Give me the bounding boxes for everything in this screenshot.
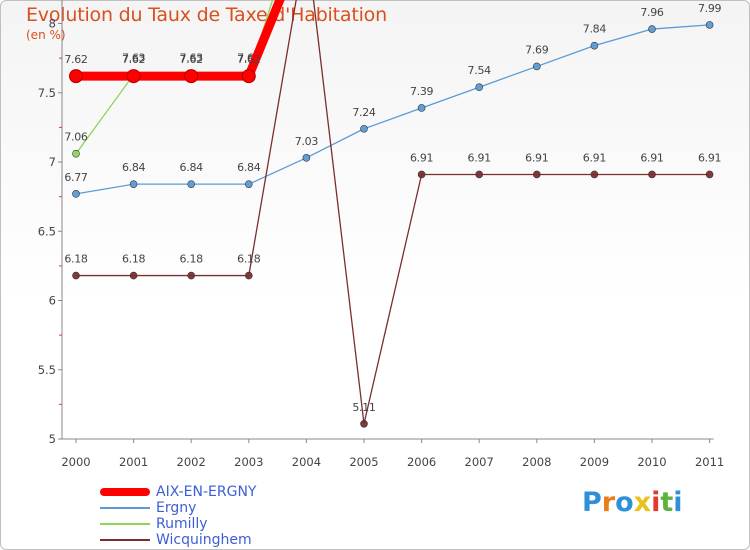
data-point bbox=[302, 154, 311, 162]
data-label: 6.18 bbox=[64, 253, 88, 266]
data-point bbox=[72, 271, 80, 280]
data-point bbox=[69, 69, 83, 84]
data-label: 7.96 bbox=[640, 6, 664, 19]
x-tick-label: 2010 bbox=[637, 455, 666, 469]
data-label: 6.18 bbox=[122, 253, 146, 266]
series-line-wicquinghem bbox=[76, 0, 710, 424]
y-tick-label: 7.5 bbox=[38, 86, 56, 100]
data-point bbox=[72, 190, 80, 198]
x-tick-label: 2000 bbox=[61, 455, 90, 469]
x-tick-label: 2005 bbox=[349, 455, 378, 469]
data-point bbox=[590, 170, 599, 179]
data-label: 5.11 bbox=[352, 401, 375, 414]
data-point bbox=[475, 83, 484, 92]
data-label: 6.18 bbox=[237, 253, 261, 266]
x-tick-label: 2004 bbox=[292, 455, 321, 469]
data-point bbox=[245, 180, 253, 188]
data-label: 6.91 bbox=[468, 151, 491, 164]
data-point bbox=[360, 419, 368, 428]
proxiti-logo: Proxiti bbox=[582, 487, 683, 518]
legend-label: AIX-EN-ERGNY bbox=[156, 484, 257, 500]
legend-swatch bbox=[100, 507, 150, 509]
series-line-ergny bbox=[75, 24, 710, 195]
y-tick-label: 5 bbox=[49, 432, 56, 446]
data-label: 6.84 bbox=[237, 161, 261, 174]
data-point bbox=[360, 124, 368, 133]
chart-subtitle: (en %) bbox=[26, 28, 66, 42]
data-point bbox=[417, 170, 426, 179]
y-tick-label: 6.5 bbox=[38, 224, 56, 238]
data-label: 6.91 bbox=[698, 151, 721, 164]
y-tick-label: 6 bbox=[49, 294, 56, 308]
data-label: 6.91 bbox=[640, 151, 663, 164]
data-label: 7.54 bbox=[468, 64, 492, 77]
data-label: 6.84 bbox=[180, 161, 204, 174]
x-tick-label: 2003 bbox=[234, 455, 263, 469]
data-label: 7.84 bbox=[583, 23, 607, 36]
data-point bbox=[241, 69, 256, 84]
data-point bbox=[129, 271, 138, 280]
data-point bbox=[187, 271, 195, 280]
data-label: 7.99 bbox=[698, 2, 722, 15]
data-label: 7.24 bbox=[352, 106, 376, 119]
data-label: 7.69 bbox=[525, 43, 549, 56]
data-point bbox=[184, 69, 199, 84]
x-tick-label: 2009 bbox=[580, 455, 609, 469]
logo-letter: P bbox=[582, 487, 602, 518]
data-label: 6.84 bbox=[122, 161, 146, 174]
data-point bbox=[590, 41, 599, 50]
legend-label: Wicquinghem bbox=[156, 532, 252, 548]
data-point bbox=[532, 170, 541, 179]
y-tick-label: 5.5 bbox=[38, 363, 56, 377]
data-label: 6.91 bbox=[525, 151, 548, 164]
data-label: 7.62 bbox=[64, 53, 87, 66]
data-point bbox=[648, 170, 656, 179]
legend-swatch bbox=[100, 539, 150, 541]
data-label: 7.06 bbox=[64, 131, 88, 144]
data-point bbox=[126, 69, 141, 84]
data-point bbox=[417, 104, 426, 112]
data-label: 6.91 bbox=[410, 151, 433, 164]
data-label: 7.62 bbox=[122, 53, 145, 66]
x-tick-label: 2001 bbox=[119, 455, 148, 469]
x-tick-label: 2002 bbox=[177, 455, 206, 469]
logo-letter: i bbox=[651, 487, 661, 518]
data-label: 6.18 bbox=[180, 253, 204, 266]
x-tick-label: 2007 bbox=[465, 455, 494, 469]
logo-letter: i bbox=[673, 487, 683, 518]
logo-letter: o bbox=[615, 487, 634, 518]
data-point bbox=[187, 180, 195, 188]
data-point bbox=[648, 25, 656, 33]
legend-label: Rumilly bbox=[156, 516, 208, 532]
data-label: 6.91 bbox=[583, 151, 606, 164]
data-point bbox=[532, 62, 541, 71]
data-point bbox=[475, 170, 484, 179]
y-tick-label: 8 bbox=[49, 17, 56, 31]
data-label: 7.03 bbox=[295, 135, 319, 148]
data-point bbox=[72, 149, 80, 158]
legend-swatch bbox=[100, 488, 150, 496]
chart-title: Evolution du Taux de Taxe d'Habitation bbox=[26, 4, 387, 26]
data-point bbox=[705, 170, 714, 179]
data-point bbox=[705, 21, 714, 29]
data-label: 6.77 bbox=[64, 171, 88, 184]
series-line-aix-en-ergny bbox=[71, 0, 285, 81]
data-point bbox=[245, 271, 253, 280]
data-label: 7.63 bbox=[122, 52, 146, 65]
data-label: 7.63 bbox=[180, 52, 204, 65]
legend-label: Ergny bbox=[156, 500, 197, 516]
x-tick-label: 2011 bbox=[695, 455, 724, 469]
data-label: 7.62 bbox=[237, 53, 260, 66]
logo-letter: r bbox=[601, 487, 616, 518]
y-tick-label: 7 bbox=[49, 155, 56, 169]
data-label: 7.39 bbox=[410, 85, 434, 98]
x-tick-label: 2006 bbox=[407, 455, 436, 469]
data-label: 7.62 bbox=[180, 53, 203, 66]
x-tick-label: 2008 bbox=[522, 455, 551, 469]
logo-letter: t bbox=[660, 487, 674, 518]
logo-letter: x bbox=[633, 487, 652, 518]
legend-swatch bbox=[100, 523, 150, 525]
data-point bbox=[129, 180, 138, 188]
